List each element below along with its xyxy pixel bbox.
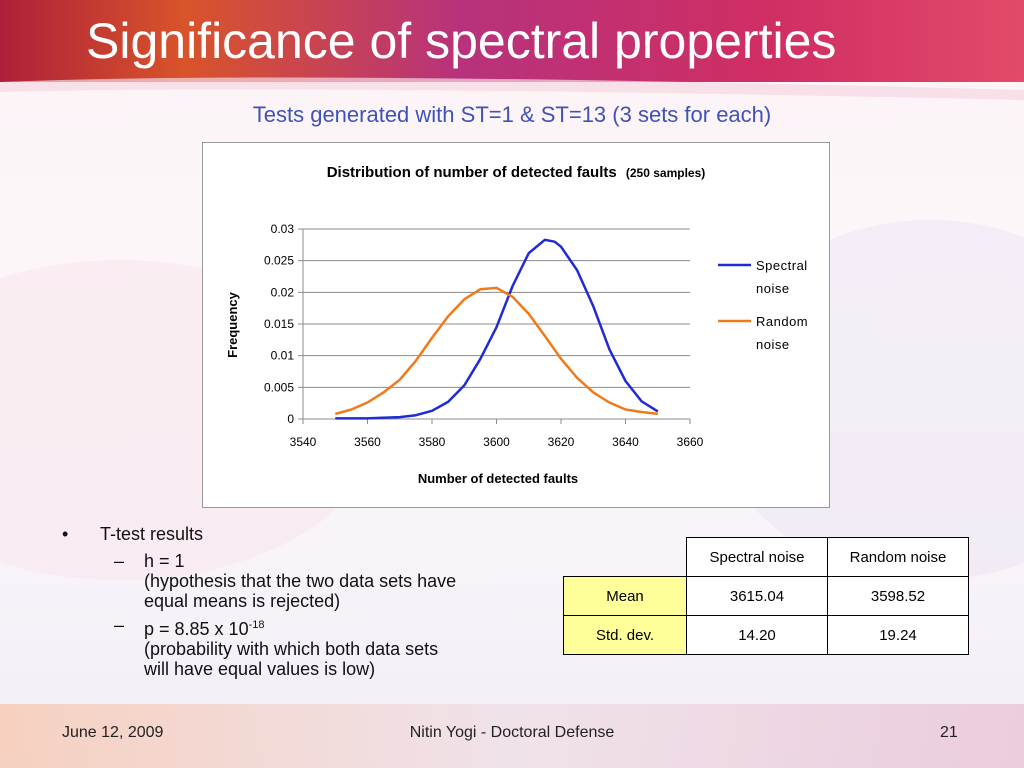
chart-title: Distribution of number of detected fault…: [327, 164, 706, 181]
slide-title: Significance of spectral properties: [86, 13, 837, 69]
x-tick-label: 3660: [677, 435, 704, 449]
y-tick-label: 0.01: [271, 349, 295, 363]
chart-frame: Distribution of number of detected fault…: [202, 142, 830, 508]
table-header-row: Spectral noise Random noise: [564, 537, 969, 577]
y-axis-label: Frequency: [225, 291, 240, 358]
x-tick-label: 3580: [419, 435, 446, 449]
chart-ticks: 0 0.005 0.01 0.015 0.02 0.025 0.03 3540 3560 3580…: [264, 222, 704, 449]
dash-icon: –: [114, 615, 125, 635]
footer-date: June 12, 2009: [62, 724, 164, 741]
chart-title-suffix: (250 samples): [626, 166, 705, 180]
h-line3: equal means is rejected): [144, 591, 341, 611]
chart-title-main: Distribution of number of detected fault…: [327, 164, 617, 181]
stats-table: Spectral noise Random noise Mean 3615.04…: [563, 537, 969, 655]
legend-label: Random noise: [756, 314, 808, 352]
bullet-main-text: T-test results: [100, 524, 204, 544]
bullet-dot-icon: •: [62, 524, 69, 544]
bullet-h-value: – h = 1 (hypothesis that the two data se…: [62, 551, 532, 611]
series-line-random: [334, 286, 658, 416]
dash-icon: –: [114, 551, 125, 571]
footer-presenter: Nitin Yogi - Doctoral Defense: [409, 724, 615, 741]
h-line2: (hypothesis that the two data sets have: [144, 571, 457, 591]
table-row: Mean 3615.04 3598.52: [563, 576, 969, 616]
p-line3: will have equal values is low): [144, 659, 376, 679]
col-header-spectral: Spectral noise: [686, 537, 828, 577]
series-line-spectral: [335, 238, 659, 420]
ttest-bullets: • T-test results – h = 1 (hypothesis tha…: [62, 524, 532, 683]
x-tick-label: 3540: [290, 435, 317, 449]
p-base: p = 8.85 x 10: [144, 619, 249, 639]
p-exponent: -18: [248, 619, 265, 631]
chart-series: [334, 238, 659, 420]
table-row: Std. dev. 14.20 19.24: [563, 615, 969, 655]
y-tick-label: 0.03: [271, 222, 295, 236]
x-tick-label: 3620: [548, 435, 575, 449]
stddev-random: 19.24: [827, 615, 969, 655]
chart-legend: Spectral noise Random noise: [718, 258, 808, 352]
p-line2: (probability with which both data sets: [144, 639, 439, 659]
line-chart: Distribution of number of detected fault…: [225, 164, 808, 486]
stddev-spectral: 14.20: [686, 615, 828, 655]
bullet-ttest: • T-test results: [62, 524, 532, 545]
col-header-random: Random noise: [827, 537, 969, 577]
y-tick-label: 0.02: [271, 285, 295, 299]
legend-label: Spectral noise: [756, 258, 808, 296]
mean-spectral: 3615.04: [686, 576, 828, 616]
row-label-mean: Mean: [563, 576, 687, 616]
y-tick-label: 0.015: [264, 317, 294, 331]
x-axis-label: Number of detected faults: [418, 471, 578, 486]
x-tick-label: 3640: [612, 435, 639, 449]
footer-page-number: 21: [940, 724, 958, 741]
row-label-stddev: Std. dev.: [563, 615, 687, 655]
p-line1: p = 8.85 x 10-18: [144, 615, 532, 639]
x-tick-label: 3600: [483, 435, 510, 449]
y-tick-label: 0: [287, 412, 294, 426]
y-tick-label: 0.025: [264, 254, 294, 268]
slide-subtitle: Tests generated with ST=1 & ST=13 (3 set…: [252, 102, 772, 127]
y-tick-label: 0.005: [264, 380, 294, 394]
x-tick-label: 3560: [354, 435, 381, 449]
mean-random: 3598.52: [827, 576, 969, 616]
bullet-p-value: – p = 8.85 x 10-18 (probability with whi…: [62, 615, 532, 679]
h-line1: h = 1: [144, 551, 185, 571]
table-corner: [564, 538, 687, 577]
